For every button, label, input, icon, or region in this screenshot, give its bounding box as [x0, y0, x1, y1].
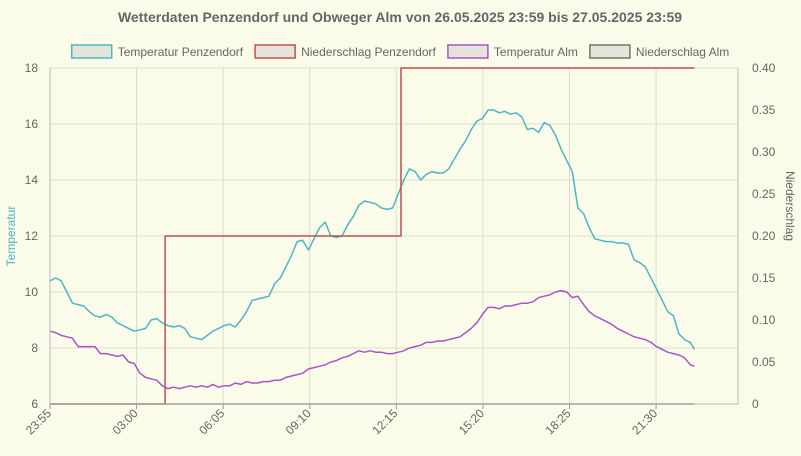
legend-item[interactable]: Niederschlag Alm	[589, 44, 729, 59]
legend-swatch	[447, 44, 489, 59]
legend-label: Niederschlag Alm	[636, 45, 729, 59]
y-right-axis-title: Niederschlag	[783, 171, 797, 241]
y-right-tick-label: 0.35	[752, 103, 776, 117]
y-right-tick-label: 0.30	[752, 145, 776, 159]
legend-item[interactable]: Temperatur Alm	[447, 44, 578, 59]
y-right-tick-label: 0.15	[752, 271, 776, 285]
y-left-tick-label: 8	[31, 341, 38, 355]
legend-label: Temperatur Alm	[494, 45, 578, 59]
y-left-tick-label: 14	[25, 173, 39, 187]
y-left-axis-title: Temperatur	[4, 206, 18, 267]
x-tick-label: 09:10	[283, 406, 314, 437]
y-left-tick-label: 16	[25, 117, 39, 131]
x-tick-label: 03:00	[110, 406, 141, 437]
y-right-tick-label: 0.10	[752, 313, 776, 327]
legend-label: Temperatur Penzendorf	[118, 45, 244, 59]
y-left-tick-label: 12	[25, 229, 39, 243]
y-right-tick-label: 0.25	[752, 187, 776, 201]
legend-swatch	[589, 44, 631, 59]
y-left-tick-label: 10	[25, 285, 39, 299]
x-tick-label: 15:20	[456, 406, 487, 437]
x-tick-label: 21:30	[629, 406, 660, 437]
x-tick-label: 12:15	[369, 406, 400, 437]
y-right-tick-label: 0.40	[752, 61, 776, 75]
legend-swatch	[254, 44, 296, 59]
legend-item[interactable]: Temperatur Penzendorf	[70, 44, 244, 59]
legend-item[interactable]: Niederschlag Penzendorf	[254, 44, 437, 59]
y-right-tick-label: 0.05	[752, 355, 776, 369]
legend[interactable]: Temperatur Penzendorf Niederschlag Penzen…	[70, 44, 730, 59]
chart-title: Wetterdaten Penzendorf und Obweger Alm v…	[118, 9, 682, 25]
x-tick-label: 18:25	[542, 406, 573, 437]
y-right-tick-label: 0.20	[752, 229, 776, 243]
legend-swatch	[70, 44, 113, 59]
y-right-tick-label: 0	[752, 397, 759, 411]
x-tick-label: 23:55	[23, 406, 54, 437]
y-left-tick-label: 18	[25, 61, 39, 75]
series-line-temperatur-alm	[49, 289, 695, 390]
y-left-tick-label: 6	[31, 397, 38, 411]
x-tick-label: 06:05	[196, 406, 227, 437]
legend-label: Niederschlag Penzendorf	[301, 45, 436, 59]
series-line-temperatur-penzendorf	[49, 109, 696, 350]
